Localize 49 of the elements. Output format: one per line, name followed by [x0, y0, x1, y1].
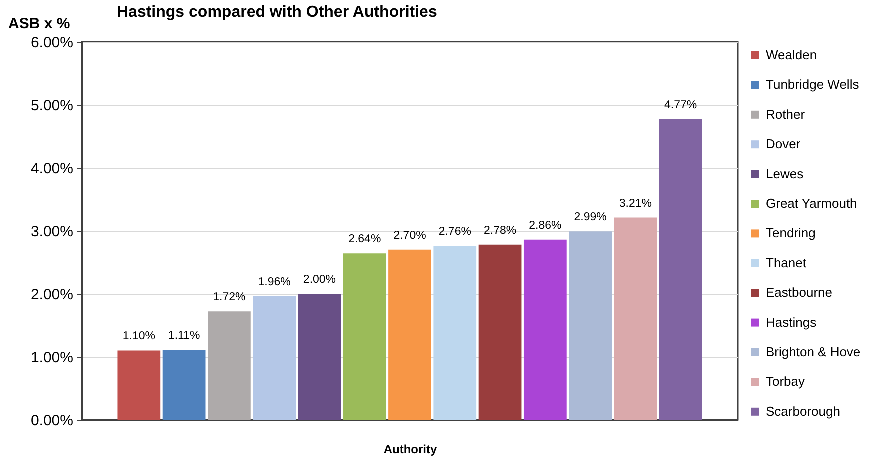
data-label: 1.10%	[122, 330, 156, 343]
y-axis-title: ASB x %	[8, 16, 70, 32]
bar	[343, 254, 386, 420]
y-tick-label: 3.00%	[30, 224, 74, 240]
data-label: 2.78%	[484, 224, 517, 237]
y-tick-label: 1.00%	[30, 350, 74, 366]
legend-label: Hastings	[766, 314, 818, 330]
bar	[208, 312, 251, 420]
legend-label: Lewes	[766, 166, 804, 182]
data-label: 2.64%	[348, 234, 382, 246]
bar	[388, 250, 432, 420]
bar	[524, 240, 567, 420]
bar	[298, 294, 342, 420]
x-axis-title: Authority	[384, 442, 438, 456]
data-label: 2.00%	[303, 274, 336, 286]
data-label: 1.72%	[213, 292, 246, 304]
bar	[659, 119, 702, 420]
bar	[614, 218, 658, 420]
data-label: 2.99%	[574, 212, 607, 224]
legend-label: Tunbridge Wells	[766, 77, 860, 92]
legend-label: Scarborough	[766, 404, 840, 419]
legend-label: Tendring	[766, 226, 816, 241]
legend-label: Dover	[766, 136, 802, 152]
legend-label: Thanet	[766, 255, 807, 270]
bar	[434, 246, 477, 420]
bar	[569, 232, 612, 420]
legend-label: Brighton & Hove	[766, 344, 861, 360]
legend-label: Rother	[766, 106, 806, 122]
data-label: 1.11%	[168, 330, 200, 342]
bar	[478, 244, 522, 420]
y-tick-label: 5.00%	[30, 98, 74, 114]
legend-label: Eastbourne	[766, 285, 832, 300]
y-tick-label: 4.00%	[30, 160, 74, 178]
data-label: 2.76%	[438, 226, 472, 238]
y-tick-label: 0.00%	[30, 412, 74, 430]
bar	[253, 296, 296, 420]
chart-title: Hastings compared with Other Authorities	[117, 4, 438, 21]
data-label: 2.70%	[394, 230, 426, 242]
legend-label: Great Yarmouth	[766, 196, 858, 211]
y-tick-label: 2.00%	[30, 286, 74, 304]
data-label: 2.86%	[529, 220, 562, 232]
data-label: 1.96%	[258, 276, 291, 289]
data-label: 4.77%	[664, 99, 698, 112]
y-tick-label: 6.00%	[30, 34, 74, 52]
data-label: 3.21%	[619, 198, 652, 210]
legend-label: Torbay	[766, 374, 806, 390]
bar	[118, 350, 161, 420]
legend-label: Wealden	[766, 48, 818, 62]
bar	[162, 350, 206, 420]
